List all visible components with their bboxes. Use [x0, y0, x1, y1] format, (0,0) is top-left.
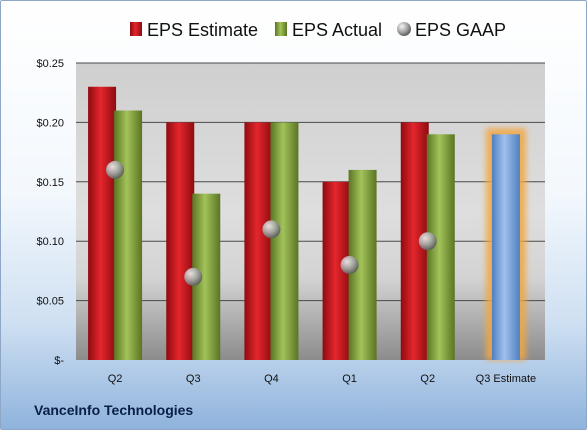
- legend-swatch-estimate: [130, 22, 142, 36]
- point-eps-gaap: [418, 232, 437, 251]
- y-axis-tick-labels: $0.25 $0.20 $0.15 $0.10 $0.05 $-: [36, 58, 64, 367]
- legend-item-estimate: EPS Estimate: [130, 20, 258, 40]
- legend-label-gaap: EPS GAAP: [415, 20, 506, 40]
- bar-eps-actual: [270, 122, 299, 361]
- x-tick-label: Q1: [342, 373, 357, 385]
- point-eps-gaap: [106, 160, 125, 179]
- point-eps-gaap: [340, 255, 359, 274]
- x-tick-label: Q2: [108, 373, 123, 385]
- legend-label-actual: EPS Actual: [292, 20, 382, 40]
- y-tick-label: $0.15: [36, 177, 64, 189]
- x-axis-tick-labels: Q2 Q3 Q4 Q1 Q2 Q3 Estimate: [108, 373, 536, 385]
- plot-area: [76, 63, 545, 360]
- bar-eps-estimate: [166, 122, 195, 361]
- y-tick-label: $0.25: [36, 58, 64, 70]
- gridlines: [76, 62, 545, 302]
- x-tick-label: Q3 Estimate: [476, 373, 537, 385]
- bar-eps-estimate: [88, 86, 117, 360]
- x-tick-label: Q4: [264, 373, 279, 385]
- legend-item-actual: EPS Actual: [275, 20, 382, 40]
- bar-eps-forecast: [491, 134, 520, 360]
- point-eps-gaap: [262, 220, 281, 239]
- x-tick-label: Q3: [186, 373, 201, 385]
- gaap-points: [106, 160, 437, 286]
- company-name: VanceInfo Technologies: [34, 402, 194, 418]
- x-tick-label: Q2: [420, 373, 435, 385]
- legend-item-gaap: EPS GAAP: [397, 20, 506, 40]
- point-eps-gaap: [184, 267, 203, 286]
- y-tick-label: $-: [54, 355, 64, 367]
- y-tick-label: $0.05: [36, 296, 64, 308]
- legend-swatch-gaap: [397, 22, 411, 36]
- y-tick-label: $0.20: [36, 117, 64, 129]
- legend: EPS Estimate EPS Actual EPS GAAP: [130, 20, 506, 40]
- legend-label-estimate: EPS Estimate: [147, 20, 258, 40]
- bar-eps-actual: [114, 110, 143, 361]
- bar-eps-estimate: [244, 122, 273, 361]
- bars: [88, 86, 526, 361]
- y-tick-label: $0.10: [36, 236, 64, 248]
- legend-swatch-actual: [275, 22, 287, 36]
